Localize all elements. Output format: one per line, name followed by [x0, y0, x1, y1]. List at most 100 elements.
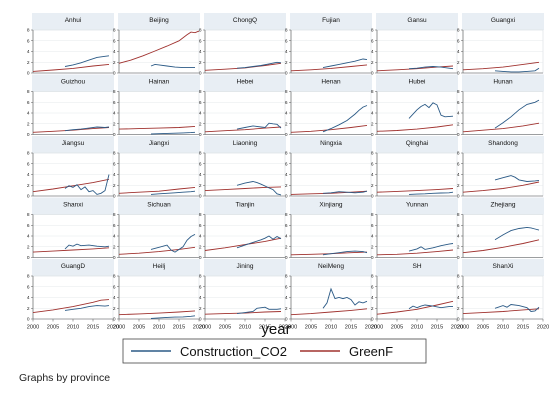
panel-strip: [376, 74, 458, 92]
x-tick-label: 2000: [199, 325, 211, 331]
y-tick-label: 6: [371, 161, 374, 167]
series-line-construction-co2: [64, 174, 110, 195]
y-tick-label: 6: [27, 284, 30, 290]
x-tick-label: 2000: [27, 325, 39, 331]
x-tick-label: 2015: [517, 325, 529, 331]
x-tick-label: 2000: [371, 325, 383, 331]
panel-strip: [32, 197, 114, 215]
y-tick-label: 2: [27, 60, 30, 66]
y-tick-label: 8: [457, 212, 460, 218]
y-tick-label: 4: [113, 295, 116, 301]
y-tick-label: 2: [113, 60, 116, 66]
panel-strip: [32, 13, 114, 30]
y-tick-label: 8: [457, 274, 460, 280]
y-tick-label: 2: [457, 244, 460, 250]
panel-strip: [118, 13, 200, 30]
y-tick-label: 4: [113, 172, 116, 178]
y-tick-label: 8: [371, 89, 374, 95]
panel-shanxi: Shanxi 0 2 4 6 8: [27, 197, 114, 261]
y-tick-label: 8: [457, 151, 460, 157]
y-tick-label: 4: [113, 234, 116, 240]
series-line-greenf: [376, 249, 454, 256]
y-tick-label: 6: [457, 161, 460, 167]
panel-title: Anhui: [65, 17, 82, 24]
panel-title: Hainan: [149, 79, 170, 86]
y-tick-label: 8: [285, 274, 288, 280]
y-tick-label: 6: [371, 38, 374, 44]
y-tick-label: 2: [371, 121, 374, 127]
panel-title: GuangD: [61, 263, 86, 270]
y-tick-label: 2: [113, 121, 116, 127]
y-tick-label: 0: [113, 132, 116, 138]
panel-title: Yunnan: [406, 202, 428, 209]
y-tick-label: 0: [457, 194, 460, 200]
series-line-greenf: [204, 186, 282, 192]
y-tick-label: 8: [457, 28, 460, 34]
series-line-greenf: [376, 300, 454, 315]
series-line-greenf: [462, 122, 540, 133]
series-line-greenf: [290, 308, 368, 316]
y-tick-label: 2: [199, 121, 202, 127]
y-tick-label: 8: [27, 151, 30, 157]
panel-hainan: Hainan 0 2 4 6 8: [113, 74, 200, 138]
panel-strip: [290, 136, 372, 153]
panel-strip: [376, 197, 458, 215]
y-tick-label: 2: [457, 121, 460, 127]
y-tick-label: 2: [457, 306, 460, 312]
y-tick-label: 2: [285, 121, 288, 127]
y-tick-label: 0: [199, 317, 202, 323]
x-tick-label: 2005: [47, 325, 59, 331]
y-tick-label: 0: [285, 317, 288, 323]
panel-title: NeiMeng: [318, 263, 344, 270]
y-tick-label: 2: [199, 244, 202, 250]
x-tick-label: 2020: [193, 325, 205, 331]
panel-fujian: Fujian 0 2 4 6 8: [285, 13, 372, 77]
panel-shandong: Shandong 0 2 4 6 8: [457, 136, 544, 200]
panel-anhui: Anhui 0 2 4 6 8: [27, 13, 114, 77]
legend-box: [122, 338, 427, 364]
series-line-greenf: [118, 30, 200, 64]
panel-title: Shandong: [488, 140, 518, 147]
x-tick-label: 2000: [457, 325, 469, 331]
y-tick-label: 8: [113, 28, 116, 34]
y-tick-label: 0: [457, 255, 460, 261]
series-line-greenf: [204, 311, 282, 315]
series-line-construction-co2: [494, 175, 540, 182]
x-tick-label: 2010: [325, 325, 337, 331]
y-tick-label: 0: [27, 317, 30, 323]
y-tick-label: 4: [371, 172, 374, 178]
panel-chongq: ChongQ 0 2 4 6 8: [199, 13, 286, 77]
y-tick-label: 2: [199, 183, 202, 189]
panel-strip: [462, 197, 544, 215]
panel-title: Jiangxi: [149, 140, 169, 147]
series-line-greenf: [32, 63, 110, 72]
y-tick-label: 6: [371, 284, 374, 290]
y-tick-label: 4: [27, 49, 30, 55]
panel-ningxia: Ningxia 0 2 4 6 8: [285, 136, 372, 200]
y-tick-label: 4: [199, 172, 202, 178]
series-line-construction-co2: [322, 250, 368, 256]
y-tick-label: 8: [199, 151, 202, 157]
y-tick-label: 0: [457, 71, 460, 77]
y-tick-label: 6: [27, 100, 30, 106]
series-line-construction-co2: [494, 226, 540, 241]
panel-title: Liaoning: [233, 140, 258, 147]
panel-qinghai: Qinghai 0 2 4 6 8: [371, 136, 458, 200]
series-line-construction-co2: [150, 234, 196, 253]
y-tick-label: 6: [113, 100, 116, 106]
y-tick-label: 4: [199, 49, 202, 55]
series-line-construction-co2: [64, 243, 110, 250]
panel-neimeng: NeiMeng 0 2 4 6 8: [285, 259, 372, 323]
y-tick-label: 2: [27, 306, 30, 312]
panel-title: Ningxia: [320, 140, 342, 147]
series-line-construction-co2: [150, 190, 196, 195]
y-tick-label: 4: [27, 111, 30, 117]
y-tick-label: 2: [285, 244, 288, 250]
x-tick-label: 2020: [451, 325, 463, 331]
x-tick-label: 2005: [133, 325, 145, 331]
series-line-construction-co2: [150, 131, 196, 135]
series-line-greenf: [376, 65, 454, 72]
panel-title: Xinjiang: [319, 202, 343, 209]
y-tick-label: 2: [27, 183, 30, 189]
